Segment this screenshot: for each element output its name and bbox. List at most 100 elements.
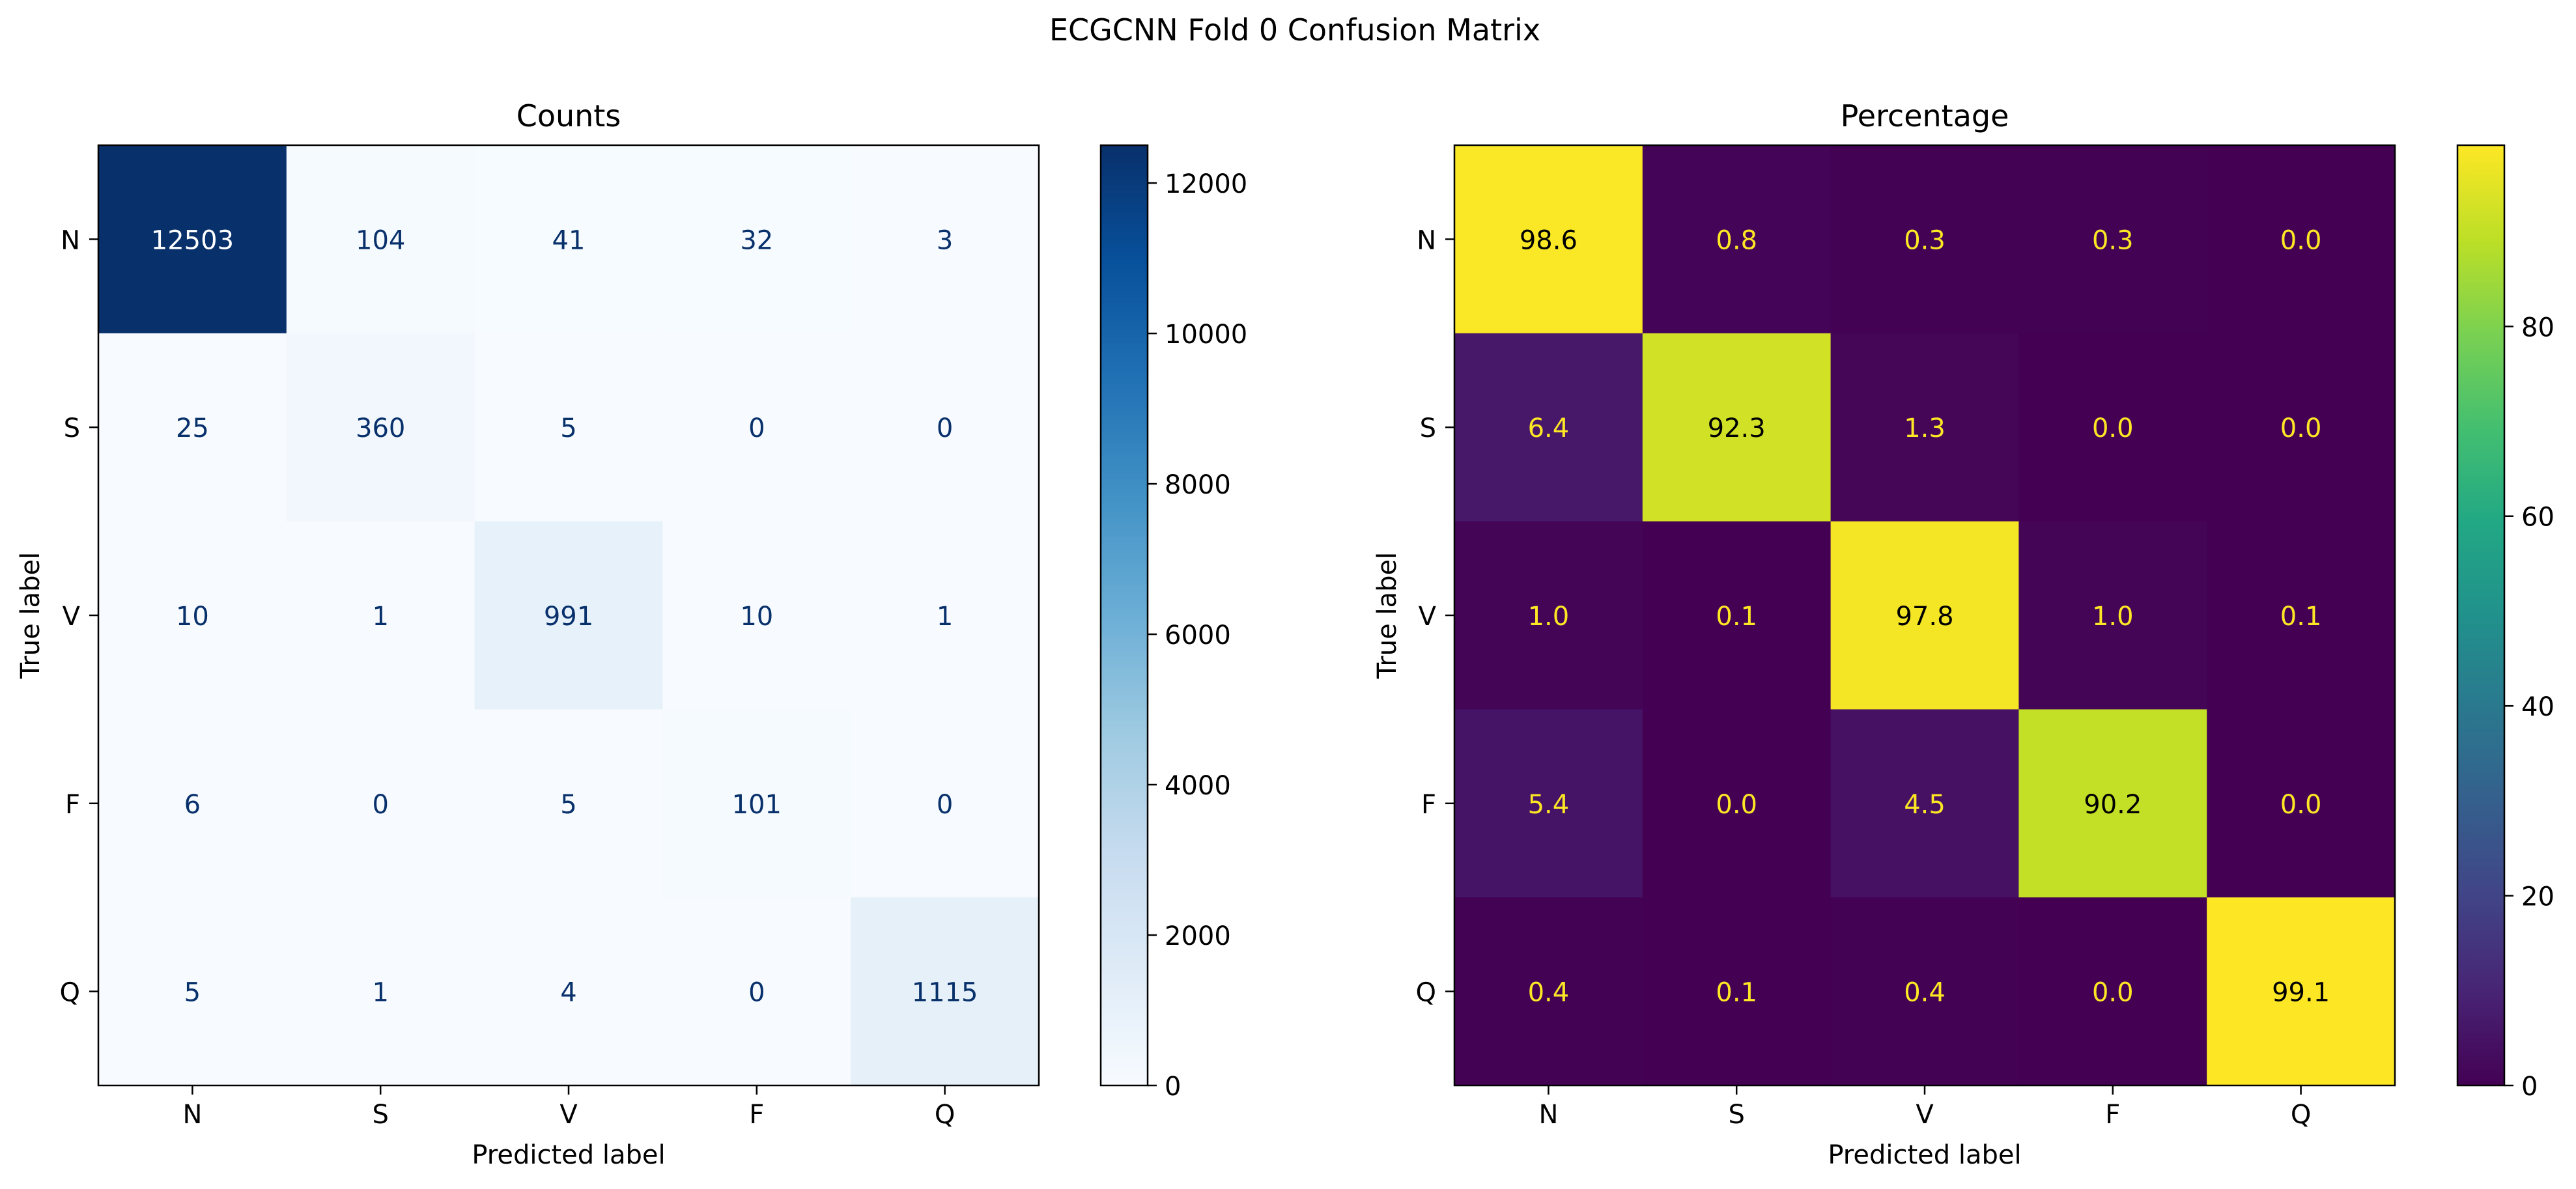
percentage-cell-F-Q bbox=[2207, 709, 2396, 898]
percentage-y-tick-label: Q bbox=[1416, 978, 1436, 1008]
percentage-cell-N-Q bbox=[2207, 145, 2396, 334]
percentage-cell-label: 90.2 bbox=[2084, 790, 2142, 820]
counts-cell-label: 0 bbox=[937, 413, 953, 443]
counts-y-ticks: N S V F Q bbox=[60, 225, 98, 1008]
percentage-cell-V-Q bbox=[2207, 521, 2396, 710]
percentage-cell-label: 0.8 bbox=[1716, 225, 1757, 255]
percentage-cell-F-S bbox=[1642, 709, 1832, 898]
percentage-cell-Q-Q bbox=[2207, 897, 2396, 1086]
percentage-cell-N-F bbox=[2018, 145, 2207, 334]
percentage-cell-label: 1.0 bbox=[1528, 602, 1570, 632]
counts-title: Counts bbox=[517, 98, 621, 133]
counts-cell-label: 1 bbox=[937, 602, 953, 632]
counts-cell-label: 41 bbox=[552, 225, 586, 255]
counts-cell-label: 10 bbox=[740, 602, 773, 632]
counts-cell-label: 1 bbox=[372, 978, 388, 1008]
percentage-cell-label: 0.3 bbox=[1904, 225, 1946, 255]
counts-x-axis-label: Predicted label bbox=[472, 1140, 665, 1170]
counts-colorbar-tick-label: 8000 bbox=[1165, 470, 1231, 500]
percentage-cell-label: 0.1 bbox=[2280, 602, 2322, 632]
counts-cell-V-Q bbox=[851, 521, 1040, 710]
percentage-cell-Q-N bbox=[1454, 897, 1643, 1086]
counts-colorbar-tick-label: 4000 bbox=[1165, 771, 1231, 801]
counts-cell-Q-V bbox=[474, 897, 663, 1086]
percentage-cell-V-V bbox=[1830, 521, 2019, 710]
percentage-cell-label: 92.3 bbox=[1708, 413, 1766, 443]
percentage-cell-V-S bbox=[1642, 521, 1832, 710]
counts-cell-label: 12503 bbox=[151, 225, 234, 255]
percentage-cell-label: 99.1 bbox=[2272, 978, 2330, 1008]
counts-cell-N-S bbox=[286, 145, 475, 334]
counts-cell-S-Q bbox=[851, 333, 1040, 522]
counts-cell-label: 5 bbox=[560, 413, 576, 443]
counts-x-tick-label: N bbox=[182, 1100, 202, 1130]
counts-cell-label: 32 bbox=[740, 225, 773, 255]
counts-colorbar-tick-label: 10000 bbox=[1165, 320, 1247, 350]
counts-y-tick-label: Q bbox=[60, 978, 80, 1008]
percentage-cell-N-V bbox=[1830, 145, 2019, 334]
counts-cell-S-S bbox=[286, 333, 475, 522]
percentage-title: Percentage bbox=[1841, 98, 2009, 133]
counts-cell-Q-N bbox=[98, 897, 287, 1086]
counts-cell-F-F bbox=[662, 709, 851, 898]
counts-colorbar: 0 2000 4000 6000 8000 10000 12000 bbox=[1099, 144, 1247, 1102]
counts-colorbar-tick-label: 0 bbox=[1165, 1072, 1181, 1102]
counts-cell-label: 5 bbox=[184, 978, 201, 1008]
percentage-cell-label: 0.0 bbox=[2092, 413, 2134, 443]
percentage-cell-F-V bbox=[1830, 709, 2019, 898]
counts-cell-S-N bbox=[98, 333, 287, 522]
counts-cell-S-F bbox=[662, 333, 851, 522]
percentage-cells bbox=[1454, 145, 2396, 1086]
percentage-y-tick-label: F bbox=[1421, 790, 1436, 820]
counts-cell-Q-Q bbox=[851, 897, 1040, 1086]
counts-panel: Counts 12503 104 41 32 325 360 5 0 010 1 991 10 16 0 5… bbox=[16, 98, 1247, 1170]
percentage-cell-label: 0.0 bbox=[2092, 978, 2134, 1008]
counts-cell-V-V bbox=[474, 521, 663, 710]
counts-cell-F-Q bbox=[851, 709, 1040, 898]
percentage-cell-label: 0.1 bbox=[1716, 978, 1757, 1008]
counts-colorbar-tick-label: 2000 bbox=[1165, 921, 1231, 951]
counts-cell-F-V bbox=[474, 709, 663, 898]
percentage-x-tick-label: Q bbox=[2291, 1100, 2311, 1130]
counts-cell-label: 991 bbox=[544, 602, 593, 632]
counts-colorbar-tick-label: 6000 bbox=[1165, 621, 1231, 650]
percentage-x-tick-label: V bbox=[1916, 1100, 1934, 1130]
counts-cell-label: 10 bbox=[176, 602, 209, 632]
percentage-cell-S-N bbox=[1454, 333, 1643, 522]
percentage-colorbar-tick-label: 40 bbox=[2521, 692, 2555, 722]
counts-cell-V-S bbox=[286, 521, 475, 710]
counts-cell-label: 1115 bbox=[912, 978, 978, 1008]
percentage-cell-labels: 98.6 0.8 0.3 0.3 0.0 6.4 92.3 1.3 0.0 0.0 1.0 0.1 97… bbox=[1520, 225, 2330, 1007]
counts-cell-label: 0 bbox=[748, 413, 765, 443]
counts-cell-N-N bbox=[98, 145, 287, 334]
percentage-colorbar-tick-label: 80 bbox=[2521, 313, 2555, 343]
percentage-panel: Percentage 98.6 0.8 0.3 0.3 0.0 6.4 92.3 1.3 0.0… bbox=[1372, 98, 2555, 1170]
counts-cell-label: 6 bbox=[184, 790, 201, 820]
counts-cell-label: 0 bbox=[937, 790, 953, 820]
percentage-cell-F-F bbox=[2018, 709, 2207, 898]
percentage-cell-label: 97.8 bbox=[1895, 602, 1953, 632]
percentage-cell-Q-F bbox=[2018, 897, 2207, 1086]
percentage-cell-label: 0.4 bbox=[1904, 978, 1946, 1008]
percentage-cell-S-Q bbox=[2207, 333, 2396, 522]
percentage-x-tick-label: F bbox=[2105, 1100, 2120, 1130]
percentage-cell-V-N bbox=[1454, 521, 1643, 710]
percentage-cell-N-S bbox=[1642, 145, 1832, 334]
percentage-colorbar-ticks: 0 20 40 60 80 bbox=[2504, 313, 2555, 1102]
counts-cell-S-V bbox=[474, 333, 663, 522]
percentage-y-tick-label: N bbox=[1417, 225, 1436, 255]
counts-cell-label: 0 bbox=[748, 978, 765, 1008]
percentage-cell-Q-V bbox=[1830, 897, 2019, 1086]
counts-colorbar-ticks: 0 2000 4000 6000 8000 10000 12000 bbox=[1148, 169, 1247, 1102]
percentage-cell-label: 1.3 bbox=[1904, 413, 1946, 443]
counts-x-tick-label: S bbox=[373, 1100, 389, 1130]
percentage-cell-Q-S bbox=[1642, 897, 1832, 1086]
counts-cell-label: 4 bbox=[560, 978, 576, 1008]
counts-x-tick-label: F bbox=[749, 1100, 764, 1130]
percentage-y-axis-label: True label bbox=[1372, 552, 1402, 679]
percentage-cell-N-N bbox=[1454, 145, 1643, 334]
counts-y-tick-label: S bbox=[64, 413, 80, 443]
percentage-cell-label: 5.4 bbox=[1528, 790, 1570, 820]
